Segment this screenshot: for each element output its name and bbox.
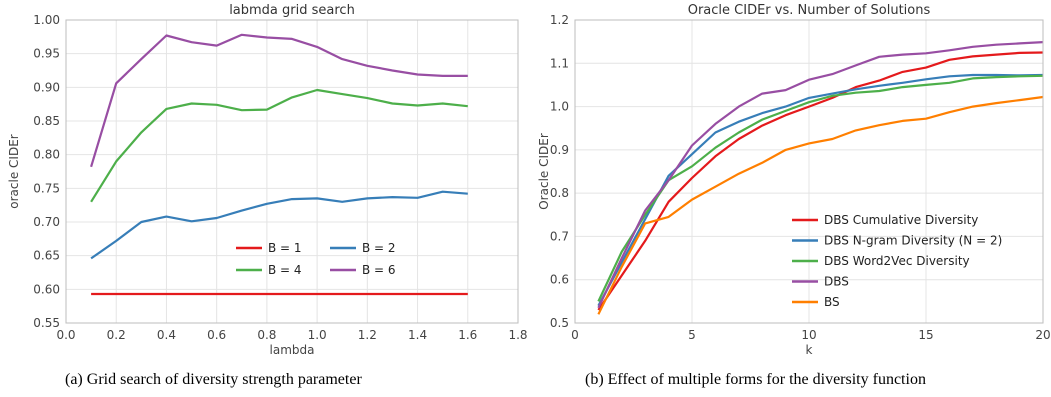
x-tick-label: 20 — [1035, 328, 1050, 342]
series-line-b-4 — [90, 88, 468, 203]
legend-label-b-1: B = 1 — [268, 241, 302, 255]
x-axis-label: lambda — [270, 343, 315, 357]
y-tick-label: 0.90 — [33, 80, 60, 94]
y-tick-label: 1.0 — [550, 100, 569, 114]
plot-frame — [574, 19, 1044, 324]
series-line-bs — [597, 95, 1044, 315]
x-tick-label: 5 — [688, 328, 696, 342]
legend-label-dbs-cumulative-diversity: DBS Cumulative Diversity — [824, 213, 978, 227]
y-tick-label: 0.6 — [550, 273, 569, 287]
x-tick-label: 0.0 — [56, 328, 75, 342]
y-tick-label: 0.5 — [550, 316, 569, 330]
y-tick-label: 0.8 — [550, 186, 569, 200]
x-tick-label: 0.2 — [107, 328, 126, 342]
x-tick-label: 0 — [571, 328, 579, 342]
legend-label-dbs-word2vec-diversity: DBS Word2Vec Diversity — [824, 254, 970, 268]
y-tick-label: 0.65 — [33, 249, 60, 263]
x-axis-label: k — [806, 343, 813, 357]
chart-lambda-grid-search: 0.0 0.2 0.4 0.6 0.8 1.0 1.2 1.4 1.6 1.8 0.55 0.60 0.… — [7, 3, 528, 357]
x-tick-label: 0.4 — [157, 328, 176, 342]
y-tick-label: 0.60 — [33, 282, 60, 296]
series-line-b-2 — [90, 190, 468, 260]
y-tick-label: 0.70 — [33, 215, 60, 229]
x-tick-label: 0.8 — [257, 328, 276, 342]
chart-title: labmda grid search — [229, 3, 355, 18]
legend-label-b-2: B = 2 — [362, 241, 396, 255]
y-tick-label: 0.95 — [33, 47, 60, 61]
plot-frame — [65, 19, 519, 324]
series-line-b-6 — [90, 33, 468, 168]
x-tick-label: 1.4 — [408, 328, 427, 342]
x-tick-label: 0.6 — [207, 328, 226, 342]
legend-label-dbs: DBS — [824, 275, 849, 289]
x-tick-label: 1.6 — [458, 328, 477, 342]
y-tick-label: 1.2 — [550, 13, 569, 27]
caption-b: (b) Effect of multiple forms for the div… — [585, 371, 926, 388]
x-tick-label: 1.2 — [358, 328, 377, 342]
y-tick-label: 0.85 — [33, 114, 60, 128]
y-tick-label: 0.55 — [33, 316, 60, 330]
series-line-dbs — [597, 41, 1044, 309]
x-tick-label: 10 — [801, 328, 816, 342]
series-line-dbs-cumulative-diversity — [597, 51, 1044, 311]
x-tick-label: 15 — [918, 328, 933, 342]
y-tick-label: 1.00 — [33, 13, 60, 27]
series-line-dbs-word2vec-diversity — [597, 74, 1044, 302]
y-axis-label: oracle CIDEr — [7, 134, 21, 208]
x-tick-label: 1.0 — [308, 328, 327, 342]
y-tick-label: 0.9 — [550, 143, 569, 157]
y-axis-label: Oracle CIDEr — [537, 133, 551, 210]
y-tick-label: 0.7 — [550, 229, 569, 243]
chart-title: Oracle CIDEr vs. Number of Solutions — [688, 3, 931, 18]
legend-label-dbs-n-gram-diversity-n-2: DBS N-gram Diversity (N = 2) — [824, 234, 1002, 248]
y-tick-label: 0.80 — [33, 148, 60, 162]
legend-label-bs: BS — [824, 295, 840, 309]
legend-label-b-6: B = 6 — [362, 263, 396, 277]
legend-label-b-4: B = 4 — [268, 263, 302, 277]
series-line-dbs-n-gram-diversity-n-2 — [597, 73, 1044, 307]
chart-oracle-cider-vs-solutions: 0 5 10 15 20 0.5 0.6 0.7 0.8 0.9 1.0 1.1 1.2 Oracle C… — [537, 3, 1051, 357]
x-tick-label: 1.8 — [508, 328, 527, 342]
y-tick-label: 1.1 — [550, 56, 569, 70]
caption-a: (a) Grid search of diversity strength pa… — [65, 371, 362, 388]
y-tick-label: 0.75 — [33, 181, 60, 195]
